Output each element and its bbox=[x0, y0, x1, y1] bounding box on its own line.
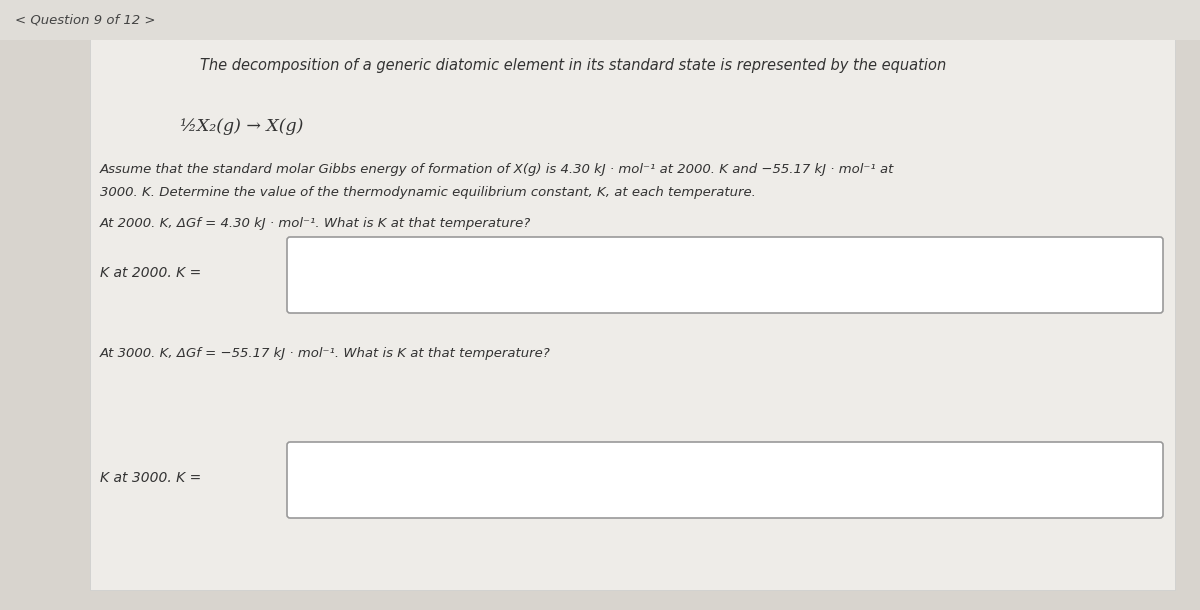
Text: 3000. K. Determine the value of the thermodynamic equilibrium constant, K, at ea: 3000. K. Determine the value of the ther… bbox=[100, 186, 756, 199]
Text: K at 3000. K =: K at 3000. K = bbox=[100, 471, 202, 485]
FancyBboxPatch shape bbox=[90, 15, 1175, 590]
Text: At 2000. K, ΔGf = 4.30 kJ · mol⁻¹. What is K at that temperature?: At 2000. K, ΔGf = 4.30 kJ · mol⁻¹. What … bbox=[100, 217, 532, 230]
FancyBboxPatch shape bbox=[287, 442, 1163, 518]
Text: The decomposition of a generic diatomic element in its standard state is represe: The decomposition of a generic diatomic … bbox=[200, 58, 947, 73]
Text: Assume that the standard molar Gibbs energy of formation of X(g) is 4.30 kJ · mo: Assume that the standard molar Gibbs ene… bbox=[100, 163, 894, 176]
Text: < Question 9 of 12 >: < Question 9 of 12 > bbox=[14, 13, 156, 26]
Text: K at 2000. K =: K at 2000. K = bbox=[100, 266, 202, 280]
FancyBboxPatch shape bbox=[287, 237, 1163, 313]
Text: At 3000. K, ΔGf = −55.17 kJ · mol⁻¹. What is K at that temperature?: At 3000. K, ΔGf = −55.17 kJ · mol⁻¹. Wha… bbox=[100, 347, 551, 360]
Text: ½X₂(g) → X(g): ½X₂(g) → X(g) bbox=[180, 118, 304, 135]
FancyBboxPatch shape bbox=[0, 0, 1200, 40]
